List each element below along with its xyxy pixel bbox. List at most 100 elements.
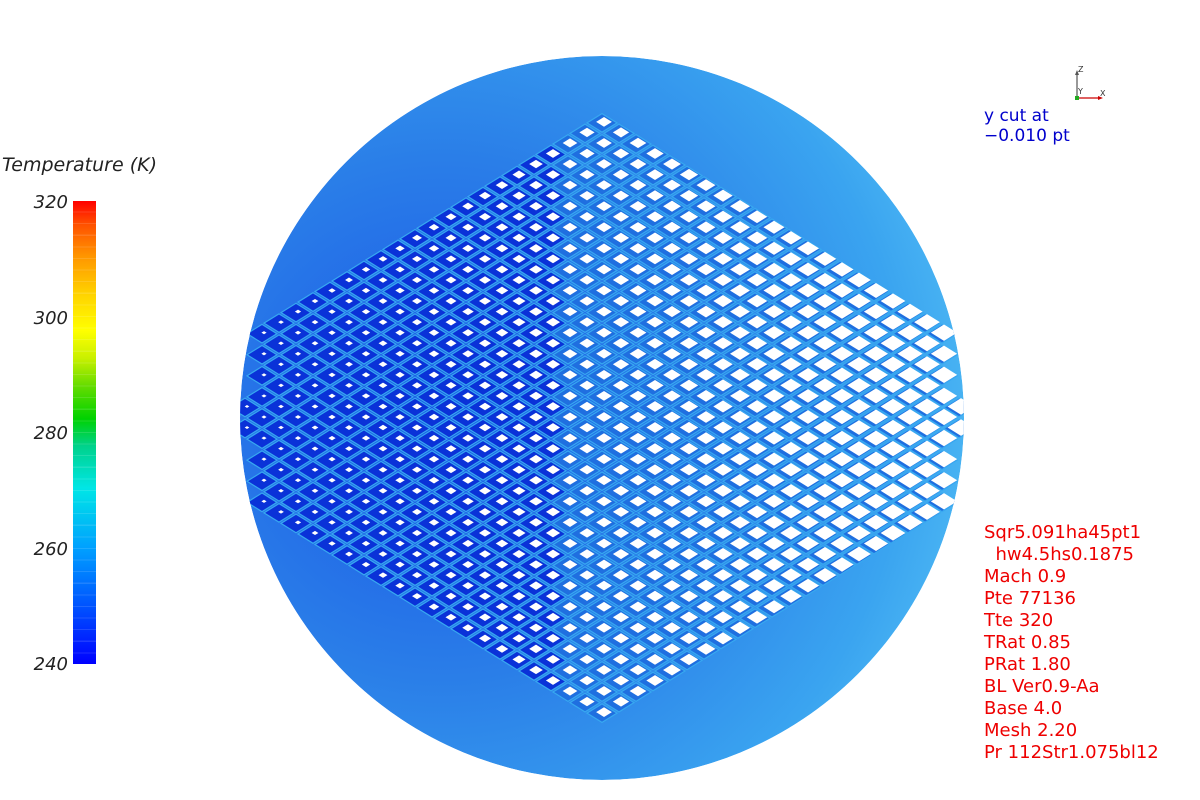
cold-core [679,168,699,181]
cold-core [696,474,716,487]
cold-core [663,221,681,233]
cold-core [495,539,509,548]
cold-core [679,379,699,392]
cold-core [847,314,871,330]
param-trat: TRat 0.85 [984,632,1071,653]
cold-core [361,561,371,568]
cold-core [813,251,837,266]
cold-core [462,434,474,442]
cold-core [545,507,561,517]
cold-core [579,443,595,454]
cold-core [328,393,336,399]
cold-core [294,330,302,335]
cold-core [428,476,440,484]
cold-core [294,393,302,398]
cold-core [612,127,630,138]
cold-core [663,263,681,275]
cold-core [629,369,647,381]
cold-core [512,444,526,453]
cold-core [412,319,422,326]
perforation-cell [240,397,262,418]
cold-core [345,277,353,283]
cold-core [579,549,595,559]
cold-core [796,431,820,445]
cold-core [696,284,716,297]
temperature-colorbar [73,201,96,664]
perforation-cell [296,313,330,334]
colorbar-tick-320: 320 [33,192,68,213]
perforation-cell [296,439,330,460]
cold-core [361,540,371,547]
cold-core [813,294,837,309]
cold-core [412,255,422,262]
cold-core [328,499,336,504]
cold-core [478,571,492,579]
cold-core [294,309,302,314]
cold-core [646,190,664,202]
cold-core [328,414,336,420]
cold-core [294,457,302,462]
cold-core [930,324,958,341]
cold-core [830,494,854,509]
cold-core [746,505,768,519]
cold-core [730,389,750,403]
cold-core [596,222,612,233]
perforation-cell [262,481,296,502]
cold-core [428,371,440,379]
cold-core [663,580,681,592]
perforation-cell [262,502,296,523]
cold-core [311,509,319,514]
cold-core [345,298,353,304]
cold-core [294,499,302,504]
cold-core [847,356,871,372]
cold-core [478,213,492,221]
cold-core [596,559,612,570]
cold-core [679,463,699,476]
cold-core [562,454,578,464]
cold-core [679,653,699,666]
cold-core [596,475,612,486]
cold-core [311,467,319,472]
cold-core [646,548,664,560]
cold-core [395,414,405,420]
cold-core [612,274,630,286]
cold-core [361,330,371,336]
cold-core [529,518,543,527]
cold-core [562,201,578,211]
cold-core [311,341,319,346]
cold-core [646,527,664,539]
cold-core [813,462,837,477]
cold-core [428,287,440,294]
cold-core [696,495,716,508]
cold-core [696,221,716,234]
cold-core [596,306,612,317]
cold-core [412,445,422,452]
cold-core [863,430,889,446]
cold-core [612,253,630,264]
perforation-cell [262,439,296,460]
cold-core [663,601,681,613]
cold-core [612,380,630,391]
perforation-cell [245,344,279,365]
cold-core [646,169,664,180]
cold-core [930,472,958,489]
cold-core [629,411,647,423]
cold-core [612,190,630,201]
cold-core [495,623,509,632]
cold-core [696,411,716,423]
cold-core [579,507,595,517]
cold-core [780,547,802,561]
cold-core [930,408,958,426]
cold-core [428,540,440,547]
perforation-cell [262,460,296,481]
cold-core [495,286,509,295]
cold-core [261,331,267,335]
cold-core [947,419,964,436]
cold-core [663,242,681,254]
cold-core [663,327,681,339]
cold-core [746,315,768,329]
cold-core [880,483,906,499]
cold-core [278,320,284,324]
cold-core [796,325,820,340]
cold-core [897,409,923,425]
